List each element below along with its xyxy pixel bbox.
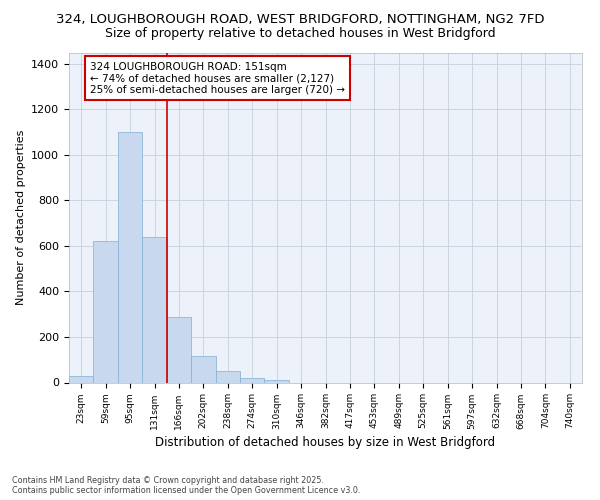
Bar [118, 132, 142, 382]
Bar [69, 376, 94, 382]
Text: 324 LOUGHBOROUGH ROAD: 151sqm
← 74% of detached houses are smaller (2,127)
25% o: 324 LOUGHBOROUGH ROAD: 151sqm ← 74% of d… [90, 62, 345, 95]
Bar [215, 371, 240, 382]
Bar [240, 378, 265, 382]
Bar [142, 237, 167, 382]
Y-axis label: Number of detached properties: Number of detached properties [16, 130, 26, 305]
Text: Contains HM Land Registry data © Crown copyright and database right 2025.
Contai: Contains HM Land Registry data © Crown c… [12, 476, 361, 495]
Text: 324, LOUGHBOROUGH ROAD, WEST BRIDGFORD, NOTTINGHAM, NG2 7FD: 324, LOUGHBOROUGH ROAD, WEST BRIDGFORD, … [56, 12, 544, 26]
Bar [191, 356, 215, 382]
Text: Size of property relative to detached houses in West Bridgford: Size of property relative to detached ho… [104, 28, 496, 40]
Bar [167, 316, 191, 382]
Bar [94, 242, 118, 382]
X-axis label: Distribution of detached houses by size in West Bridgford: Distribution of detached houses by size … [155, 436, 496, 448]
Bar [265, 380, 289, 382]
